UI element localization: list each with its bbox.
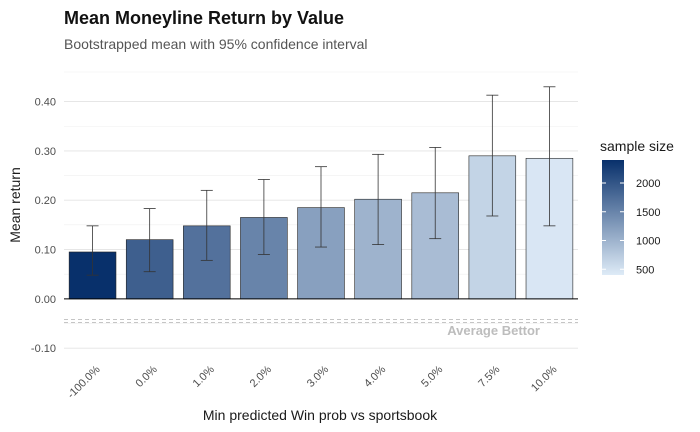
y-tick-label: 0.00 <box>35 294 56 306</box>
x-tick-label: 2.0% <box>248 363 274 389</box>
error-bar <box>143 208 156 273</box>
y-tick-label: 0.10 <box>35 245 56 257</box>
x-tick-label: 7.5% <box>476 363 502 389</box>
legend-title: sample size <box>600 138 674 154</box>
y-tick-label: 0.30 <box>35 146 56 158</box>
error-bar <box>486 94 499 217</box>
x-tick-label: 5.0% <box>419 363 445 389</box>
x-tick-label: -100.0% <box>65 363 103 401</box>
legend: sample size 500 1000 1500 2000 <box>600 138 674 276</box>
x-tick-label: 3.0% <box>305 363 331 389</box>
legend-tick-label: 1000 <box>636 236 660 248</box>
legend-tick-label: 1500 <box>636 207 660 219</box>
error-bar <box>543 86 556 227</box>
error-bar <box>86 225 99 276</box>
x-axis-label: Min predicted Win prob vs sportsbook <box>203 407 438 423</box>
x-tick-label: 4.0% <box>362 363 388 389</box>
error-bar <box>315 166 327 248</box>
y-axis: -0.10 0.00 0.10 0.20 0.30 0.40 <box>31 97 56 356</box>
reference-line-label: Average Bettor <box>447 323 540 338</box>
error-bar <box>372 153 385 245</box>
error-bars <box>86 86 556 276</box>
x-axis: -100.0% 0.0% 1.0% 2.0% 3.0% 4.0% 5.0% 7.5% 10.0% <box>65 363 560 401</box>
y-tick-label: 0.40 <box>35 97 56 109</box>
legend-colorbar <box>602 160 624 275</box>
error-bar <box>257 179 270 255</box>
chart-subtitle: Bootstrapped mean with 95% confidence in… <box>64 36 368 52</box>
error-bar <box>429 147 442 240</box>
y-tick-label: -0.10 <box>31 343 56 355</box>
error-bar <box>200 189 213 261</box>
x-tick-label: 1.0% <box>191 363 217 389</box>
reference-line-group: Average Bettor <box>64 319 578 338</box>
x-tick-label: 10.0% <box>529 363 560 394</box>
chart-title: Mean Moneyline Return by Value <box>64 8 344 28</box>
y-axis-label: Mean return <box>7 167 23 242</box>
y-tick-label: 0.20 <box>35 195 56 207</box>
legend-tick-label: 500 <box>636 264 654 276</box>
x-tick-label: 0.0% <box>134 363 160 389</box>
legend-tick-label: 2000 <box>636 178 660 190</box>
